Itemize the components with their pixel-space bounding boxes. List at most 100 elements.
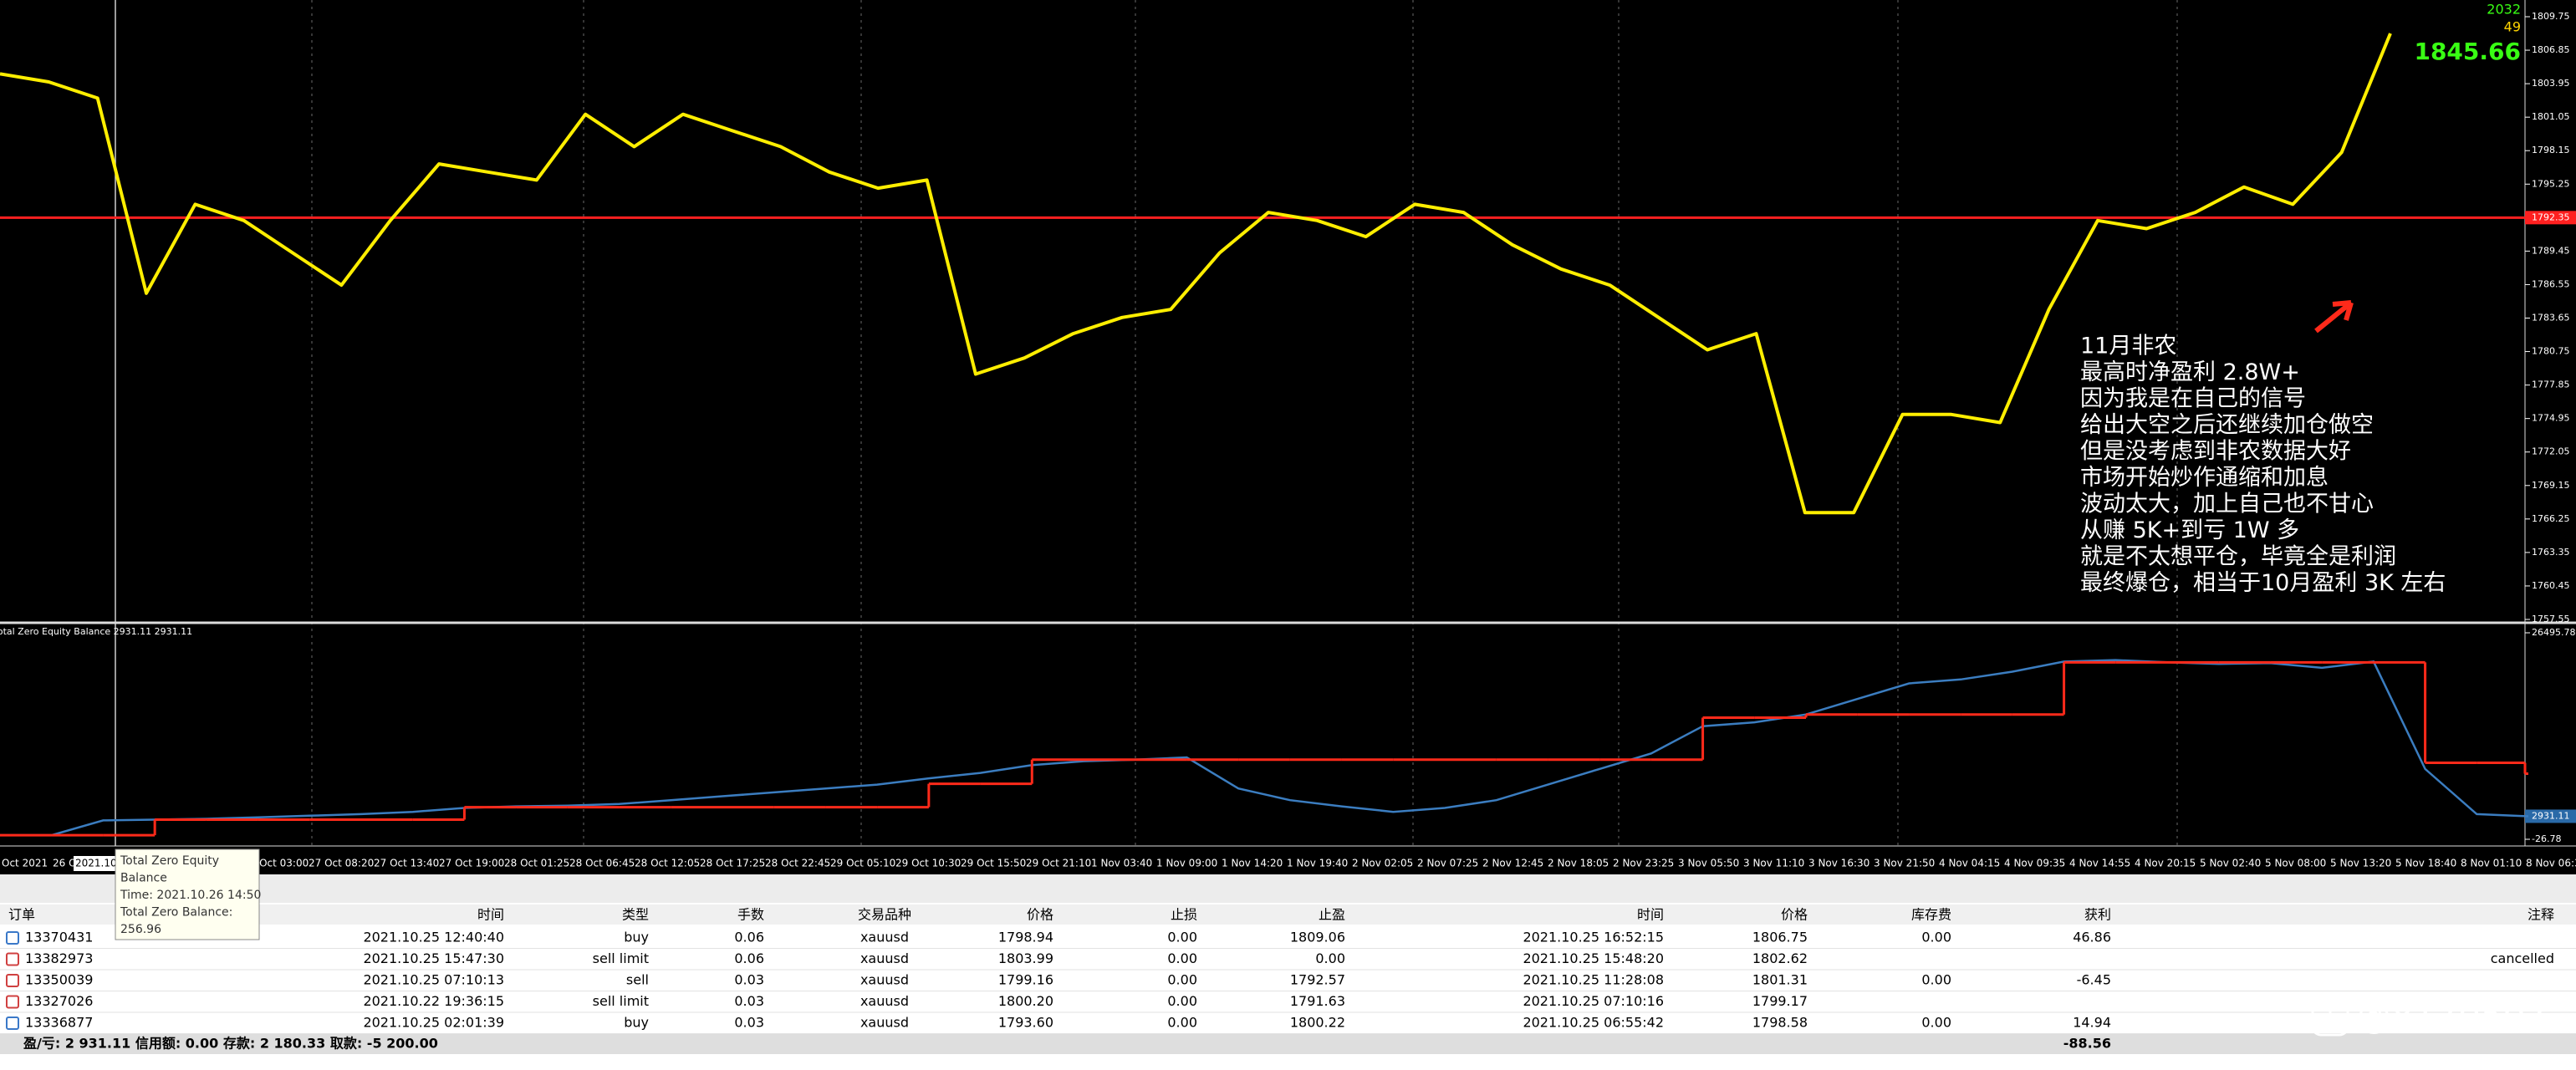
cell: 0.00 (1167, 1015, 1197, 1031)
cell: xauusd (860, 1015, 909, 1031)
y-tick-label: 1774.95 (2532, 413, 2570, 424)
info-spread: 49 (2504, 19, 2521, 35)
time-label: 3 Nov 16:30 (1808, 858, 1870, 869)
cell: 1798.58 (1752, 1015, 1808, 1031)
arrow (2314, 300, 2354, 334)
y-tick-label: 1757.55 (2532, 614, 2570, 624)
time-label: 27 Oct 08:20 (309, 858, 374, 869)
time-label: 29 Oct 10:30 (895, 858, 961, 869)
annotation-line: 就是不太想平仓，毕竟全是利润 (2080, 544, 2396, 570)
tooltip-line: 256.96 (120, 923, 161, 936)
cursor-box (74, 856, 115, 871)
cell: 1799.17 (1752, 993, 1808, 1009)
column-header: 订单 (8, 907, 35, 923)
annotation-line: 从赚 5K+到亏 1W 多 (2080, 517, 2299, 543)
column-header: 注释 (2528, 907, 2554, 923)
y-tick-label: 1772.05 (2532, 446, 2570, 457)
y-tick-label: 1806.85 (2532, 44, 2570, 55)
footer-total: -88.56 (2063, 1036, 2111, 1052)
info-top: 2032 (2487, 2, 2521, 18)
cell: 0.00 (1167, 993, 1197, 1009)
cell: 13336877 (25, 1015, 93, 1031)
time-label: 5 Nov 13:20 (2330, 858, 2391, 869)
time-label: 5 Nov 08:00 (2265, 858, 2326, 869)
cell: 1809.06 (1290, 930, 1345, 945)
watermark: @8170507 (2356, 996, 2548, 1037)
y-tick-label: 1769.15 (2532, 480, 2570, 491)
time-label: 1 Nov 09:00 (1156, 858, 1217, 869)
cell: 2021.10.25 12:40:40 (363, 930, 504, 945)
y-tick-label: 1795.25 (2532, 178, 2570, 189)
logo-glyph (2321, 1006, 2339, 1028)
cell: 1803.99 (998, 950, 1053, 966)
time-label: 2 Nov 07:25 (1417, 858, 1478, 869)
y-tick-label: 1780.75 (2532, 346, 2570, 357)
column-header: 手数 (737, 907, 764, 923)
cell: 1798.94 (998, 930, 1053, 945)
cell: 14.94 (2073, 1015, 2111, 1031)
cell: 1801.31 (1752, 972, 1808, 988)
cell: 0.00 (1167, 972, 1197, 988)
column-header: 价格 (1781, 907, 1808, 923)
order-icon (6, 974, 19, 987)
time-label: 29 Oct 15:50 (961, 858, 1026, 869)
y-tick-label: 1789.45 (2532, 245, 2570, 256)
y-tick-label: 1786.55 (2532, 278, 2570, 289)
cell: 2021.10.25 06:55:42 (1523, 1015, 1664, 1031)
column-header: 时间 (477, 907, 504, 923)
annotation-line: 11月非农 (2080, 334, 2176, 359)
time-label: 2 Nov 02:05 (1352, 858, 1413, 869)
column-header: 获利 (2084, 907, 2111, 923)
order-icon (6, 1016, 19, 1030)
time-label: 2 Nov 23:25 (1613, 858, 1674, 869)
column-header: 交易品种 (858, 907, 911, 923)
cell: sell limit (593, 993, 649, 1009)
time-label: 1 Nov 19:40 (1287, 858, 1348, 869)
cell: 0.00 (1921, 972, 1951, 988)
table: 订单 时间 类型 手数 交易品种 价格 止损 止盈 时间 价格 库存费 获利 注释 13370431 202… (0, 907, 2576, 1054)
column-header: 止损 (1171, 907, 1197, 923)
equity-line (0, 659, 2529, 837)
cell: 13382973 (25, 950, 93, 966)
grid (311, 0, 2178, 846)
logo (2311, 998, 2349, 1037)
cell: 2021.10.25 11:28:08 (1523, 972, 1664, 988)
y-tick-label: 1798.15 (2532, 145, 2570, 155)
tooltip-box (115, 848, 260, 940)
cell: 0.00 (1167, 950, 1197, 966)
time-label: 29 Oct 21:10 (1026, 858, 1091, 869)
price-line (0, 33, 2392, 515)
cell: 0.06 (734, 950, 764, 966)
y-tick-label: 1760.45 (2532, 580, 2570, 591)
cell: 2021.10.25 15:48:20 (1523, 950, 1664, 966)
y-tick-label: 1777.85 (2532, 380, 2570, 390)
y-tick-label: 1803.95 (2532, 78, 2570, 89)
order-icon (6, 995, 19, 1009)
footer-bg (0, 1034, 2576, 1054)
time-label: 26 O (53, 858, 77, 869)
tab-bar (0, 874, 2576, 903)
watermark-logo (2311, 998, 2349, 1037)
table-header-bg (0, 904, 2576, 925)
cell: 2021.10.25 02:01:39 (363, 1015, 504, 1031)
level-label-bg (2525, 211, 2576, 225)
time-label: 27 Oct 03:00 (243, 858, 309, 869)
tooltip-line: Total Zero Balance: (120, 906, 232, 920)
time-label: 28 Oct 06:45 (569, 858, 635, 869)
cell: 1792.57 (1290, 972, 1345, 988)
cursor-time: 2021.10.26 14:50 (75, 858, 165, 869)
cell: 0.03 (734, 972, 764, 988)
y-tick-label: 1809.75 (2532, 11, 2570, 22)
time-label: 4 Nov 09:35 (2004, 858, 2065, 869)
y-tick-label: 26495.78 (2532, 627, 2576, 638)
footer-summary: 盈/亏: 2 931.11 信用额: 0.00 存款: 2 180.33 取款:… (23, 1036, 438, 1052)
annotation-line: 最高时净盈利 2.8W+ (2080, 359, 2300, 385)
cell: 2021.10.25 07:10:16 (1523, 993, 1664, 1009)
y-tick-label: 1783.65 (2532, 313, 2570, 324)
time-label: 3 Nov 21:50 (1874, 858, 1935, 869)
cell: sell limit (593, 950, 649, 966)
time-label: 28 Oct 01:25 (504, 858, 569, 869)
annotation-line: 但是没考虑到非农数据大好 (2080, 439, 2351, 465)
